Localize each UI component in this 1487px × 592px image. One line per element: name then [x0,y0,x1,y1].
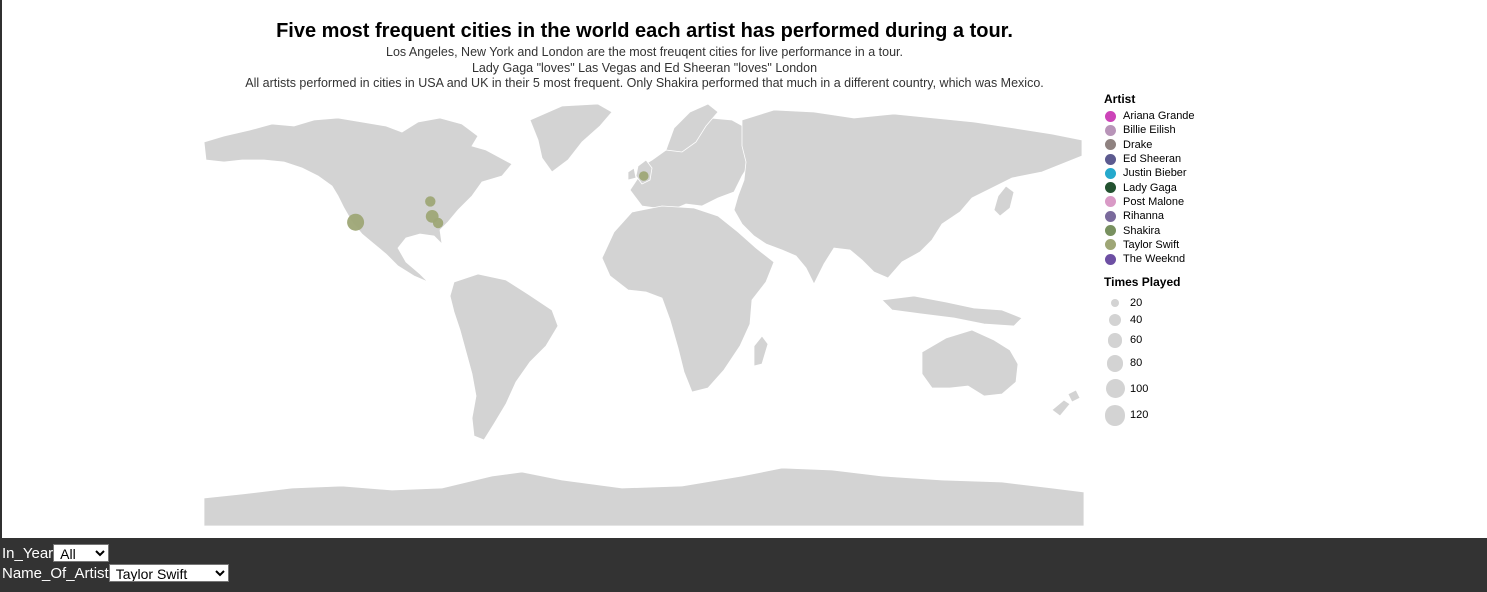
city-point[interactable] [432,217,444,229]
artist-legend-label: Post Malone [1123,195,1185,208]
land-new-zealand-north [1067,389,1081,403]
artist-legend-label: Lady Gaga [1123,181,1177,194]
artist-color-swatch [1105,167,1116,179]
size-legend-circle [1106,355,1124,372]
artist-color-swatch [1105,225,1116,237]
land-indonesia [881,295,1023,327]
city-point[interactable] [639,171,649,181]
year-label: In_Year [2,544,54,562]
size-legend-label: 20 [1130,297,1143,309]
land-south-america [449,273,559,441]
city-point[interactable] [347,213,365,231]
artist-legend: Artist Ariana Grande Billie Eilish Drake Ed… [1104,92,1195,266]
artist-legend-item: Post Malone [1104,195,1195,209]
subtitle-line-2: Lady Gaga "loves" Las Vegas and Ed Sheer… [471,61,818,75]
land-africa [601,205,775,393]
size-legend-item: 80 [1104,355,1142,372]
artist-color-swatch [1105,153,1116,165]
artist-color-swatch [1105,253,1116,265]
year-control: In_Year All [2,544,110,562]
artist-color-swatch [1105,239,1116,251]
size-legend-circle [1104,405,1126,426]
size-legend-circle [1110,298,1120,308]
chart-title: Five most frequent cities in the world e… [276,20,1013,42]
artist-legend-label: Rihanna [1123,210,1164,223]
artist-legend-label: Ed Sheeran [1123,153,1182,166]
artist-legend-item: Lady Gaga [1104,180,1195,194]
artist-legend-label: The Weeknd [1123,253,1186,266]
size-legend-circle [1105,379,1125,398]
size-legend-item: 60 [1104,333,1142,348]
artist-select[interactable]: Taylor Swift [108,564,229,582]
land-ireland [627,167,637,181]
year-select[interactable]: All [53,544,110,562]
land-antarctica [203,467,1085,527]
world-map [203,103,1085,527]
artist-legend-label: Justin Bieber [1123,167,1187,180]
artist-legend-item: Ariana Grande [1104,109,1195,123]
artist-legend-label: Ariana Grande [1123,110,1195,123]
artist-legend-item: Billie Eilish [1104,123,1195,137]
size-legend-circle [1108,314,1121,327]
size-legend-label: 100 [1130,382,1149,395]
subtitle-line-3: All artists performed in cities in USA a… [245,76,1044,90]
artist-legend-label: Drake [1123,138,1153,151]
artist-legend-item: The Weeknd [1104,252,1195,266]
size-legend-item: 100 [1104,379,1148,398]
artist-legend-item: Ed Sheeran [1104,152,1195,166]
land-north-america [203,117,513,283]
artist-legend-item: Justin Bieber [1104,166,1195,180]
size-legend: Times Played 20 40 60 80 100 120 [1104,275,1181,426]
land-madagascar [753,335,769,367]
world-land [203,103,1085,527]
size-legend-item: 20 [1104,297,1142,309]
artist-color-swatch [1105,182,1116,194]
artist-color-swatch [1105,124,1116,136]
size-legend-item: 120 [1104,405,1148,426]
artist-control: Name_Of_Artist Taylor Swift [2,564,229,582]
land-australia [921,329,1019,397]
size-legend-item: 40 [1104,314,1143,327]
land-scandinavia [665,103,719,153]
artist-color-swatch [1105,196,1116,208]
artist-legend-item: Drake [1104,138,1195,152]
map-visualization: Five most frequent cities in the world e… [0,0,1195,538]
artist-legend-item: Taylor Swift [1104,238,1195,252]
land-new-zealand [1051,399,1071,417]
size-legend-label: 120 [1130,409,1149,422]
size-legend-label: 60 [1130,334,1143,347]
land-asia [733,109,1083,285]
artist-legend-label: Shakira [1123,224,1161,237]
land-greenland [529,103,613,173]
size-legend-title: Times Played [1104,275,1181,289]
city-point[interactable] [425,196,436,207]
artist-color-swatch [1105,210,1116,222]
size-legend-circle [1107,333,1123,348]
size-legend-label: 80 [1130,357,1143,370]
controls-bar: In_Year All Name_Of_Artist Taylor Swift [0,538,1487,592]
artist-legend-title: Artist [1104,92,1136,106]
artist-legend-label: Billie Eilish [1123,124,1176,137]
artist-legend-item: Rihanna [1104,209,1195,223]
artist-legend-item: Shakira [1104,223,1195,237]
subtitle-line-1: Los Angeles, New York and London are the… [386,45,903,59]
city-points [347,171,649,231]
artist-label: Name_Of_Artist [2,564,109,582]
land-japan [993,185,1015,217]
size-legend-label: 40 [1130,314,1143,326]
artist-color-swatch [1105,139,1116,151]
artist-color-swatch [1105,110,1116,122]
artist-legend-label: Taylor Swift [1123,238,1180,251]
